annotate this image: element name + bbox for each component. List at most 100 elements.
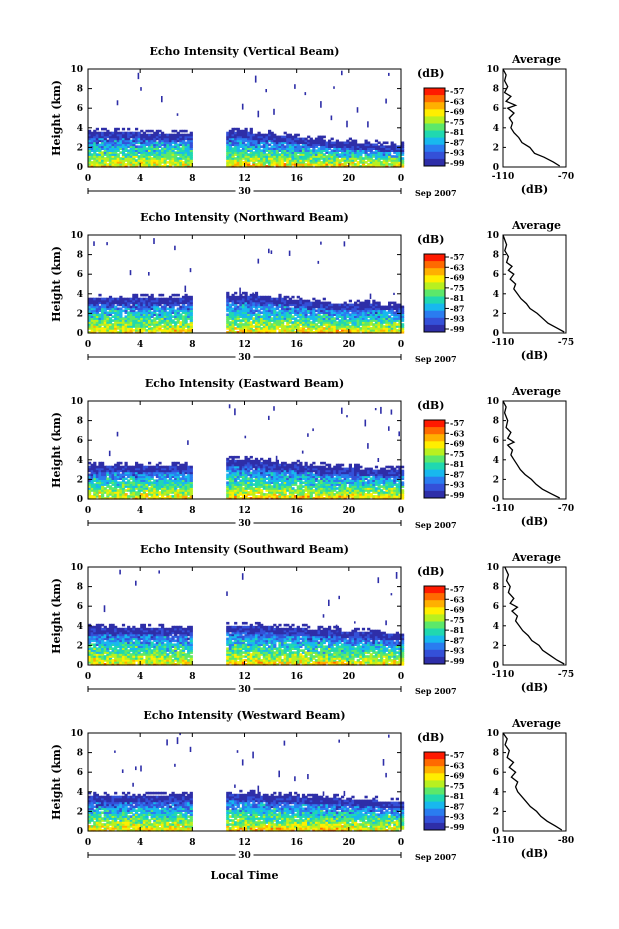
heatmap-cell: [382, 157, 386, 160]
heatmap-cell: [320, 101, 322, 108]
heatmap-cell: [390, 165, 394, 168]
heatmap-cell: [140, 163, 144, 166]
heatmap-cell: [312, 161, 316, 164]
heatmap-cell: [369, 153, 373, 156]
heatmap-cell: [90, 317, 94, 320]
heatmap-cell: [88, 311, 92, 314]
heatmap-cell: [119, 143, 123, 147]
heatmap-cell: [153, 151, 157, 154]
heatmap-cell: [187, 143, 191, 147]
heatmap-cell: [252, 145, 256, 148]
heatmap-cell: [171, 129, 175, 133]
heatmap-cell: [273, 141, 277, 145]
heatmap-cell: [294, 163, 298, 166]
heatmap-cell: [135, 159, 139, 162]
colorbar-swatch: [424, 282, 445, 290]
heatmap-cell: [291, 151, 295, 154]
heatmap-cell: [90, 301, 94, 305]
heatmap-cell: [127, 153, 131, 156]
heatmap-cell: [119, 309, 123, 313]
heatmap-cell: [265, 159, 269, 162]
heatmap-cell: [328, 139, 332, 143]
heatmap-cell: [244, 153, 248, 156]
heatmap-cell: [111, 135, 115, 139]
heatmap-cell: [101, 155, 105, 158]
heatmap-cell: [288, 145, 292, 148]
heatmap-cell: [155, 297, 159, 301]
heatmap-cell: [247, 139, 251, 143]
heatmap-cell: [124, 329, 128, 332]
heatmap-cell: [135, 327, 139, 330]
heatmap-cell: [150, 297, 154, 301]
heatmap-cell: [296, 149, 300, 152]
heatmap-cell: [322, 159, 326, 162]
heatmap-cell: [106, 311, 110, 314]
heatmap-cell: [121, 331, 126, 334]
heatmap-cell: [171, 135, 175, 139]
heatmap-cell: [231, 157, 235, 160]
heatmap-cell: [401, 151, 405, 154]
heatmap-cell: [111, 299, 115, 303]
heatmap-cell: [106, 323, 110, 326]
heatmap-cell: [93, 133, 97, 137]
heatmap-cell: [155, 133, 159, 137]
heatmap-cell: [278, 135, 282, 139]
heatmap-cell: [111, 159, 115, 162]
heatmap-cell: [163, 151, 167, 154]
heatmap-cell: [103, 145, 107, 148]
heatmap-cell: [184, 133, 188, 137]
heatmap-cell: [304, 139, 308, 143]
heatmap-cell: [247, 157, 251, 160]
heatmap-cell: [142, 299, 146, 303]
heatmap-cell: [262, 157, 266, 160]
heatmap-cell: [150, 161, 154, 164]
heatmap-cell: [184, 285, 187, 293]
heatmap-cell: [95, 321, 99, 324]
heatmap-cell: [140, 309, 144, 313]
heatmap-cell: [101, 317, 105, 320]
heatmap-cell: [374, 165, 379, 168]
heatmap-cell: [294, 135, 298, 139]
heatmap-cell: [181, 317, 186, 320]
heatmap-cell: [317, 157, 321, 160]
heatmap-cell: [129, 159, 133, 162]
heatmap-cell: [317, 139, 321, 143]
heatmap-cell: [390, 163, 394, 166]
heatmap-cell: [320, 151, 324, 154]
heatmap-cell: [132, 319, 136, 322]
heatmap-cell: [317, 155, 321, 158]
heatmap-cell: [124, 327, 128, 330]
heatmap-cell: [171, 315, 175, 318]
heatmap-cell: [380, 165, 384, 168]
heatmap-cell: [93, 327, 97, 330]
heatmap-cell: [179, 153, 183, 156]
heatmap-cell: [320, 141, 324, 145]
heatmap-cell: [390, 141, 394, 145]
heatmap-cell: [166, 139, 170, 143]
heatmap-cell: [163, 133, 167, 137]
heatmap-cell: [231, 163, 235, 166]
heatmap-cell: [111, 133, 115, 137]
heatmap-cell: [101, 161, 105, 164]
heatmap-cell: [330, 145, 334, 148]
colorbar-unit: (dB): [417, 233, 444, 246]
heatmap-cell: [270, 163, 274, 166]
heatmap-cell: [283, 159, 287, 162]
heatmap-cell: [101, 151, 105, 154]
heatmap-cell: [108, 299, 113, 303]
heatmap-cell: [265, 135, 269, 139]
heatmap-cell: [320, 135, 324, 139]
heatmap-cell: [278, 149, 282, 152]
heatmap-cell: [343, 157, 347, 160]
x-tick-label: 0: [398, 340, 404, 350]
heatmap-cell: [88, 325, 92, 328]
heatmap-cell: [236, 129, 240, 133]
heatmap-cell: [129, 165, 133, 168]
heatmap-cell: [257, 137, 261, 141]
heatmap-cell: [168, 155, 173, 158]
heatmap-cell: [142, 325, 146, 328]
avg-x-tick-label: -70: [558, 172, 574, 182]
heatmap-cell: [124, 131, 128, 135]
heatmap-cell: [294, 147, 298, 150]
heatmap-cell: [127, 145, 131, 148]
